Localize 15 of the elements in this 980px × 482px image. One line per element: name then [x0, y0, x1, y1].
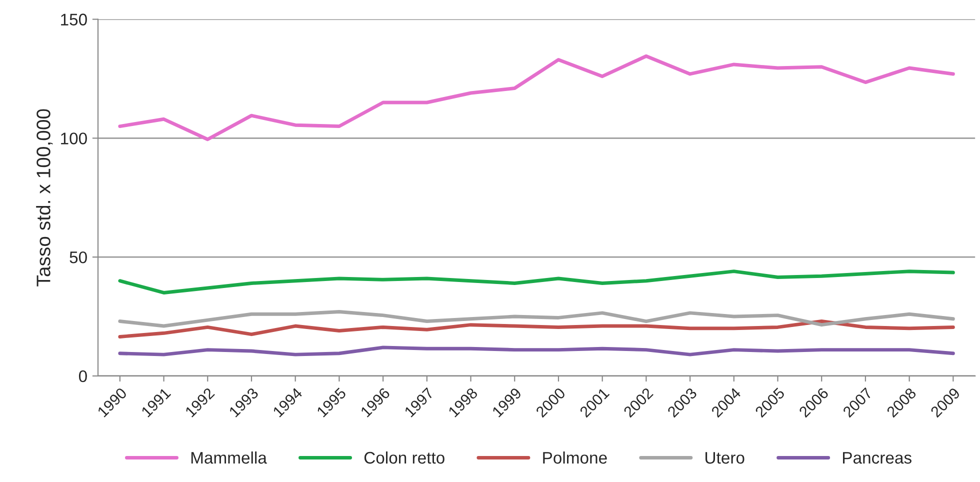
line-series	[118, 270, 955, 294]
y-tick-label: 50	[70, 251, 87, 264]
y-axis-title: Tasso std. x 100,000	[36, 109, 53, 286]
legend-label: Colon retto	[364, 451, 444, 464]
legend-label: Mammella	[191, 451, 267, 464]
line-series	[118, 310, 955, 328]
y-tick-label: 100	[61, 132, 87, 144]
legend-label: Pancreas	[843, 452, 912, 464]
line-series	[118, 320, 955, 338]
legend-label: Polmone	[543, 451, 607, 464]
line-series	[118, 54, 955, 142]
y-tick-label: 0	[78, 370, 87, 382]
y-tick-label: 150	[61, 14, 87, 26]
line-series	[118, 346, 955, 356]
legend-label: Utero	[706, 452, 744, 464]
